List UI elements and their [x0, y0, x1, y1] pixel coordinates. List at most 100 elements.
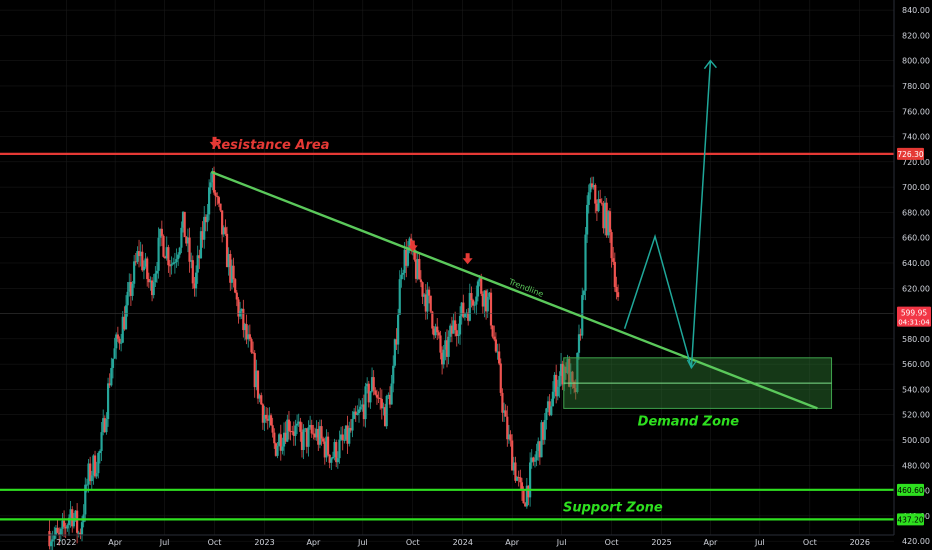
- candle-body: [421, 282, 424, 297]
- candle-body: [237, 299, 240, 317]
- y-tick-label: 480.00: [902, 461, 930, 470]
- candle-body: [582, 290, 585, 296]
- candle-body: [383, 407, 387, 427]
- candle-body: [191, 260, 194, 284]
- candle-body: [603, 202, 607, 229]
- candle-body: [387, 394, 390, 396]
- candle-body: [85, 484, 89, 486]
- candle-body: [555, 374, 558, 397]
- candle-body: [129, 282, 132, 296]
- candle-body: [177, 254, 180, 260]
- support-lower-price-tag-text: 437.20: [897, 515, 923, 524]
- candle-body: [463, 313, 467, 318]
- x-tick-label: Jul: [357, 538, 368, 547]
- candle-body: [165, 247, 168, 259]
- candle-body: [338, 439, 341, 459]
- candle-body: [318, 426, 322, 445]
- forecast-arrowhead: [703, 59, 717, 70]
- candle-body: [315, 428, 318, 438]
- candle-body: [346, 425, 349, 444]
- candle-body: [607, 211, 610, 236]
- candle-body: [79, 532, 82, 535]
- candle-body: [385, 395, 388, 427]
- candle-body: [615, 287, 618, 293]
- candle-body: [72, 517, 75, 527]
- candle-body: [69, 509, 72, 518]
- candle-body: [87, 463, 90, 485]
- candle-body: [279, 434, 282, 451]
- candle-body: [312, 433, 315, 435]
- candle-body: [160, 228, 163, 236]
- candle-body: [134, 261, 137, 263]
- candle-body: [248, 334, 251, 340]
- x-tick-label: Apr: [505, 538, 520, 547]
- candle-body: [266, 418, 269, 421]
- candle-body: [185, 237, 188, 244]
- candle-body: [537, 441, 540, 452]
- candle-body: [465, 312, 468, 314]
- candle-body: [419, 279, 423, 283]
- candle-body: [274, 443, 278, 456]
- candle-body: [232, 265, 235, 280]
- candle-body: [335, 442, 338, 463]
- candle-body: [344, 425, 348, 440]
- resistance-area-label: Resistance Area: [212, 138, 329, 153]
- y-tick-label: 660.00: [902, 234, 930, 243]
- candle-body: [240, 308, 243, 312]
- candle-body: [542, 422, 545, 440]
- demand-zone-label: Demand Zone: [638, 414, 740, 429]
- candle-body: [485, 290, 488, 312]
- candle-body: [551, 391, 555, 407]
- candle-body: [219, 203, 222, 211]
- y-tick-label: 680.00: [902, 208, 930, 217]
- candle-body: [370, 377, 374, 392]
- candle-body: [157, 237, 160, 271]
- current-price-value: 599.95: [901, 309, 927, 318]
- candle-body: [255, 370, 258, 388]
- candle-body: [154, 273, 157, 283]
- x-tick-label: 2025: [651, 538, 671, 547]
- grid: [0, 0, 894, 542]
- candle-body: [400, 274, 403, 280]
- candle-body: [568, 358, 571, 387]
- candle-body: [286, 419, 289, 442]
- demand-zone-layer: [563, 357, 833, 409]
- candle-body: [398, 279, 401, 315]
- candle-body: [571, 371, 574, 382]
- candle-body: [390, 383, 393, 405]
- candle-body: [416, 259, 419, 279]
- candle-body: [326, 436, 330, 455]
- candle-body: [424, 294, 427, 312]
- candle-body: [447, 336, 450, 357]
- candle-body: [164, 256, 167, 259]
- x-tick-label: Jul: [754, 538, 765, 547]
- candle-body: [548, 401, 551, 416]
- candle-body: [294, 425, 297, 436]
- candle-body: [442, 349, 445, 365]
- candle-body: [71, 509, 74, 527]
- candle-body: [576, 352, 579, 393]
- candle-body: [305, 428, 308, 447]
- candle-body: [525, 485, 528, 507]
- candle-body: [181, 211, 185, 228]
- candle-body: [115, 334, 118, 349]
- candle-body: [530, 457, 533, 463]
- candle-body: [313, 433, 317, 438]
- candle-body: [341, 434, 344, 441]
- candle-body: [343, 439, 346, 441]
- time-axis[interactable]: 2022 Apr Jul Oct 2023 Apr Jul Oct 2024 Apr Jul Oct 2…: [56, 538, 870, 547]
- candle-body: [572, 381, 576, 389]
- candle-body: [295, 423, 299, 426]
- y-tick-label: 800.00: [902, 57, 930, 66]
- y-tick-label: 780.00: [902, 82, 930, 91]
- y-tick-label: 700.00: [902, 183, 930, 192]
- candle-body: [299, 421, 302, 432]
- y-tick-label: 560.00: [902, 360, 930, 369]
- candle-body: [66, 525, 69, 529]
- x-tick-label: Apr: [703, 538, 718, 547]
- current-price-tag: [897, 306, 931, 327]
- candle-body: [392, 365, 395, 384]
- y-tick-label: 740.00: [902, 133, 930, 142]
